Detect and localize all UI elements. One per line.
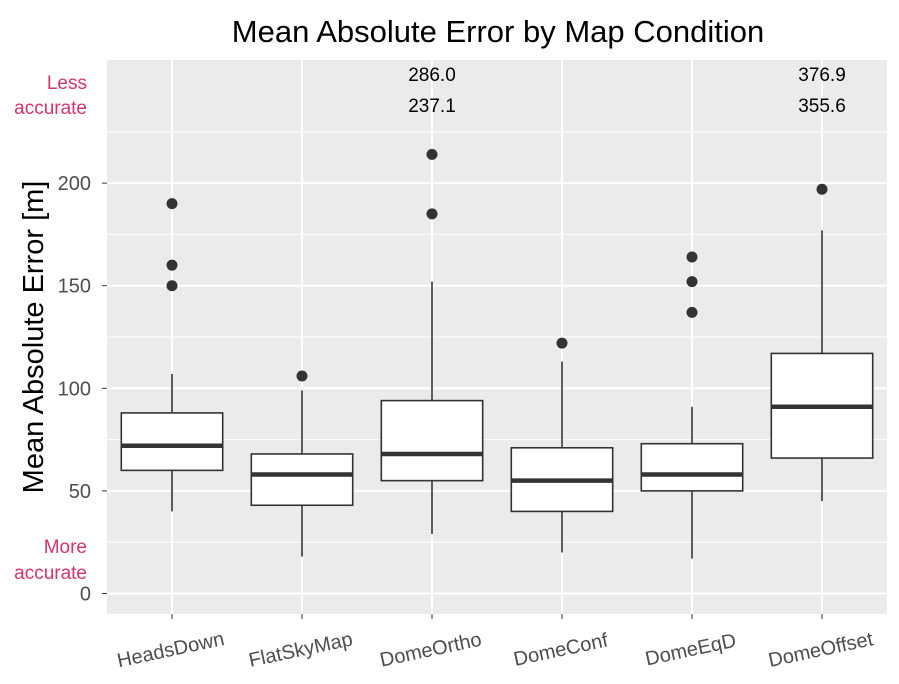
outlier-point [556, 337, 568, 349]
outlier-point [166, 259, 178, 271]
outlier-point [816, 183, 828, 195]
outlier-point [686, 306, 698, 318]
grid-lines [107, 60, 887, 614]
offscale-outlier-label: 286.0 [408, 65, 456, 86]
y-tick-label: 200 [58, 173, 91, 195]
box-domeeqd [640, 251, 744, 559]
less-accurate-label: Less [47, 73, 87, 94]
chart-title: Mean Absolute Error by Map Condition [232, 14, 764, 49]
offscale-outlier-label: 237.1 [408, 96, 456, 117]
more-accurate-label: More [44, 537, 87, 558]
iqr-box [380, 399, 484, 482]
x-tick-label: DomeOffset [766, 628, 875, 672]
x-tick-label: DomeConf [512, 629, 611, 670]
iqr-box [640, 442, 744, 492]
offscale-outlier-label: 355.6 [798, 96, 846, 117]
outlier-point [426, 148, 438, 160]
iqr-box [250, 453, 354, 507]
y-axis-ticks: 0 50 100 150 200 [58, 173, 107, 605]
box-flatskymap [250, 370, 354, 557]
outlier-point [686, 251, 698, 263]
offscale-outlier-label: 376.9 [798, 65, 846, 86]
outlier-point [426, 208, 438, 220]
y-tick-label: 0 [80, 583, 91, 605]
box-domeconf [510, 337, 614, 553]
outlier-point [166, 280, 178, 292]
x-tick-label: FlatSkyMap [247, 628, 355, 671]
x-tick-label: DomeOrtho [378, 629, 484, 672]
x-tick-label: HeadsDown [115, 628, 226, 672]
boxplot-series: 286.0 237.1 376.9 355.6 [120, 65, 874, 559]
y-tick-label: 100 [58, 378, 91, 400]
y-tick-label: 150 [58, 276, 91, 298]
iqr-box [120, 412, 224, 472]
outlier-point [686, 276, 698, 288]
less-accurate-label: accurate [14, 98, 87, 119]
box-headsdown [120, 198, 224, 512]
box-domeortho: 286.0 237.1 [380, 65, 484, 534]
accuracy-annotations: Less accurate More accurate [14, 73, 87, 584]
y-tick-label: 50 [69, 481, 91, 503]
outlier-point [296, 370, 308, 382]
y-axis-title: Mean Absolute Error [m] [18, 181, 50, 494]
more-accurate-label: accurate [14, 563, 87, 584]
outlier-point [166, 198, 178, 210]
box-domeoffset: 376.9 355.6 [770, 65, 874, 502]
x-tick-label: DomeEqD [643, 630, 738, 671]
x-axis-ticks: HeadsDown FlatSkyMap DomeOrtho DomeConf Dome… [115, 614, 875, 672]
